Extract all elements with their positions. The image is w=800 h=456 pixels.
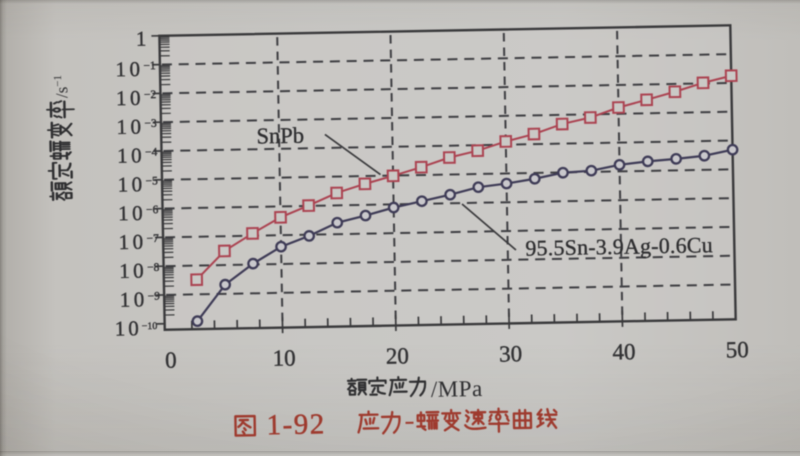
svg-text:10−10: 10−10 [115, 316, 158, 341]
svg-text:20: 20 [386, 343, 409, 368]
svg-text:10−1: 10−1 [115, 57, 156, 82]
svg-text:10−8: 10−8 [119, 258, 160, 283]
svg-text:30: 30 [499, 341, 522, 366]
svg-text:10−5: 10−5 [117, 172, 158, 197]
svg-text:10−3: 10−3 [116, 114, 157, 139]
svg-text:10−7: 10−7 [118, 229, 159, 254]
svg-text:/s−1: /s−1 [52, 75, 71, 98]
svg-text:10−2: 10−2 [116, 85, 157, 110]
svg-text:10−6: 10−6 [118, 201, 159, 226]
svg-text:50: 50 [726, 337, 749, 362]
svg-text:0: 0 [165, 348, 177, 373]
svg-text:10: 10 [272, 345, 295, 370]
svg-text:40: 40 [612, 339, 635, 364]
svg-text:/MPa: /MPa [431, 376, 483, 402]
svg-text:95.5Sn-3.9Ag-0.6Cu: 95.5Sn-3.9Ag-0.6Cu [525, 232, 713, 260]
svg-text:SnPb: SnPb [256, 123, 304, 149]
svg-text:10−9: 10−9 [119, 287, 160, 312]
svg-text:1: 1 [136, 27, 147, 51]
svg-text:1-92: 1-92 [266, 408, 326, 441]
svg-text:10−4: 10−4 [117, 143, 158, 168]
